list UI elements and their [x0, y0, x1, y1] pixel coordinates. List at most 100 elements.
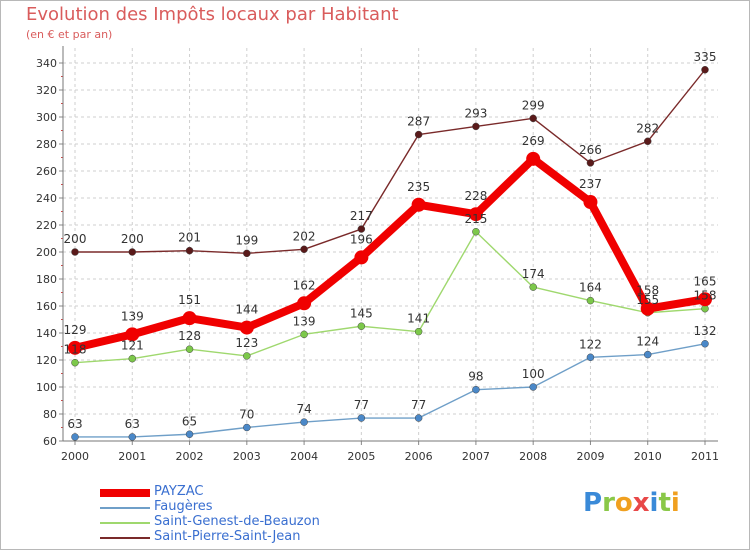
- data-point-saint-genest-de-beauzon: [529, 283, 537, 291]
- logo-letter: P: [583, 488, 603, 518]
- legend-label: PAYZAC: [154, 484, 204, 499]
- data-point-payzac: [182, 311, 197, 326]
- y-tick-label: 200: [36, 246, 57, 259]
- data-point-faug-res: [414, 414, 423, 422]
- data-label-payzac: 144: [235, 303, 258, 317]
- data-point-faug-res: [357, 414, 366, 422]
- data-point-saint-pierre-saint-jean: [357, 225, 366, 233]
- chart-subtitle: (en € et par an): [26, 28, 113, 41]
- logo-letter: r: [602, 488, 615, 518]
- legend-swatch: [100, 489, 150, 497]
- y-tick-label: 340: [36, 57, 57, 70]
- data-label-faug-res: 100: [522, 367, 545, 381]
- data-label-payzac: 139: [121, 309, 144, 323]
- data-point-saint-genest-de-beauzon: [71, 358, 79, 367]
- y-tick-label: 120: [36, 354, 57, 367]
- data-point-faug-res: [128, 433, 137, 441]
- data-label-payzac: 235: [407, 180, 430, 194]
- y-tick-label: 80: [43, 408, 57, 421]
- x-tick-label: 2006: [405, 450, 433, 463]
- data-point-saint-pierre-saint-jean: [643, 137, 652, 146]
- logo-letter: o: [614, 488, 633, 518]
- logo-letter: i: [649, 488, 659, 518]
- data-point-payzac: [411, 197, 426, 212]
- data-point-saint-pierre-saint-jean: [701, 66, 709, 74]
- data-label-saint-pierre-saint-jean: 199: [235, 233, 258, 247]
- data-label-saint-pierre-saint-jean: 201: [178, 231, 201, 245]
- series-line-saint-genest-de-beauzon: [74, 231, 706, 364]
- y-tick-label: 280: [36, 138, 57, 151]
- y-tick-label: 240: [36, 192, 57, 205]
- x-tick-label: 2009: [576, 450, 604, 463]
- legend-label: Saint-Genest-de-Beauzon: [154, 514, 320, 529]
- x-tick-label: 2007: [462, 450, 490, 463]
- data-point-payzac: [354, 250, 369, 265]
- data-point-faug-res: [472, 385, 480, 394]
- data-label-faug-res: 70: [239, 408, 254, 422]
- data-point-payzac: [698, 292, 712, 307]
- y-tick-label: 320: [36, 84, 57, 97]
- data-label-saint-pierre-saint-jean: 266: [579, 143, 602, 157]
- data-point-payzac: [239, 320, 254, 335]
- data-point-saint-pierre-saint-jean: [472, 122, 480, 131]
- data-point-saint-genest-de-beauzon: [472, 228, 480, 236]
- data-point-payzac: [526, 151, 541, 166]
- data-point-saint-genest-de-beauzon: [243, 352, 251, 360]
- data-label-payzac: 158: [636, 284, 659, 298]
- data-label-saint-pierre-saint-jean: 335: [694, 50, 717, 64]
- data-label-saint-pierre-saint-jean: 217: [350, 209, 373, 223]
- data-label-saint-pierre-saint-jean: 299: [522, 98, 545, 112]
- y-tick-label: 60: [43, 435, 57, 448]
- chart-title: Evolution des Impôts locaux par Habitant: [26, 4, 399, 25]
- data-label-faug-res: 124: [636, 335, 659, 349]
- legend-swatch: [100, 522, 150, 524]
- series-line-faug-res: [74, 343, 706, 438]
- proxiti-logo: Proxiti: [583, 488, 680, 518]
- data-point-payzac: [583, 195, 598, 210]
- x-tick-label: 2003: [233, 450, 261, 463]
- x-tick-label: 2008: [519, 450, 547, 463]
- data-point-payzac: [297, 296, 312, 311]
- series-line-saint-pierre-saint-jean: [74, 69, 706, 255]
- data-label-saint-genest-de-beauzon: 141: [407, 312, 430, 326]
- data-label-faug-res: 63: [125, 417, 140, 431]
- data-label-saint-genest-de-beauzon: 118: [64, 343, 87, 357]
- data-point-faug-res: [71, 433, 79, 441]
- data-label-saint-pierre-saint-jean: 293: [464, 106, 487, 120]
- data-label-payzac: 196: [350, 232, 373, 246]
- y-tick-label: 140: [36, 327, 57, 340]
- data-label-faug-res: 98: [468, 370, 483, 384]
- data-label-faug-res: 122: [579, 337, 602, 351]
- data-label-payzac: 162: [293, 278, 316, 292]
- data-point-saint-genest-de-beauzon: [414, 327, 423, 336]
- series-line-payzac: [71, 154, 709, 352]
- data-point-saint-genest-de-beauzon: [128, 354, 137, 363]
- data-point-saint-pierre-saint-jean: [586, 159, 595, 167]
- x-tick-label: 2000: [61, 450, 89, 463]
- data-point-faug-res: [586, 353, 595, 362]
- data-point-payzac: [68, 340, 82, 355]
- x-tick-label: 2001: [118, 450, 146, 463]
- data-point-faug-res: [243, 423, 251, 432]
- data-label-saint-pierre-saint-jean: 282: [636, 121, 659, 135]
- data-label-payzac: 237: [579, 177, 602, 191]
- data-point-saint-genest-de-beauzon: [300, 330, 308, 339]
- legend-swatch: [100, 507, 150, 509]
- data-point-faug-res: [701, 340, 709, 348]
- data-label-saint-genest-de-beauzon: 158: [694, 289, 717, 303]
- data-label-saint-pierre-saint-jean: 200: [121, 232, 144, 246]
- data-label-saint-genest-de-beauzon: 128: [178, 329, 201, 343]
- y-tick-label: 100: [36, 381, 57, 394]
- data-label-payzac: 151: [178, 293, 201, 307]
- data-point-payzac: [640, 301, 655, 316]
- logo-letter: i: [670, 488, 680, 518]
- data-label-faug-res: 63: [67, 417, 82, 431]
- data-label-payzac: 228: [464, 189, 487, 203]
- y-tick-label: 260: [36, 165, 57, 178]
- y-tick-label: 300: [36, 111, 57, 124]
- data-point-saint-genest-de-beauzon: [185, 345, 194, 353]
- logo-letter: t: [658, 488, 671, 518]
- legend-label: Faugères: [154, 499, 213, 514]
- data-point-saint-genest-de-beauzon: [586, 296, 595, 305]
